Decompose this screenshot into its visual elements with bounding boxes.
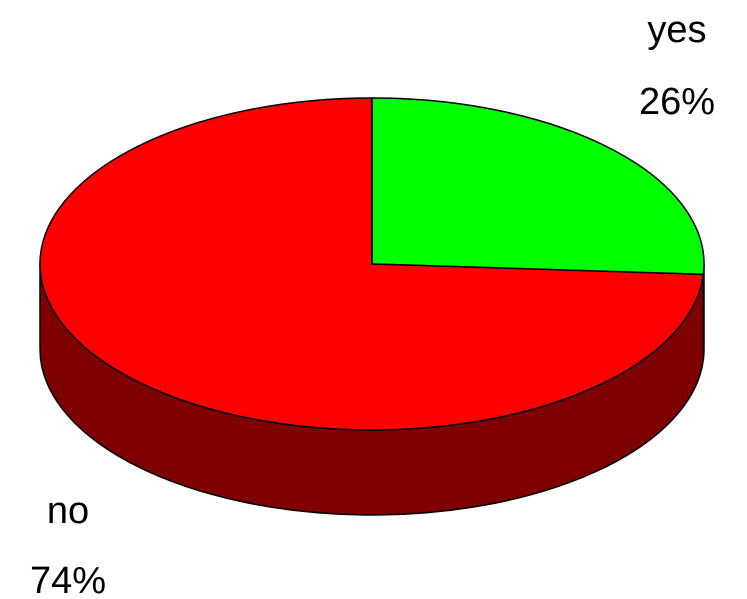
slice-label-yes: yes [647, 9, 706, 51]
slice-percent-no: 74% [30, 560, 106, 599]
pie-slice-no [39, 97, 705, 431]
pie-top-layer [39, 97, 705, 431]
slice-label-no: no [47, 490, 89, 532]
pie-slice-yes [371, 97, 705, 276]
slice-percent-yes: 26% [639, 81, 715, 123]
